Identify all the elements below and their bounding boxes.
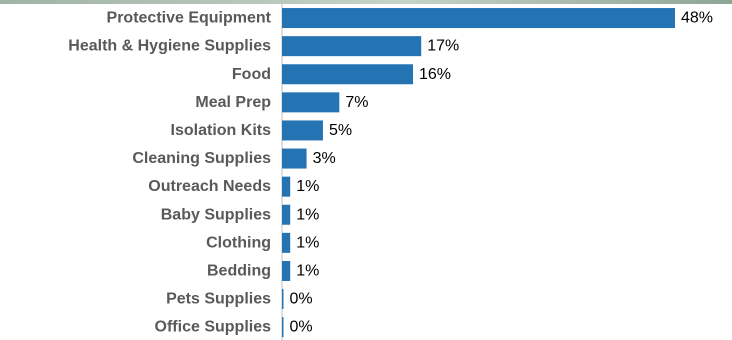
category-label-clothing: Clothing <box>206 234 271 251</box>
bar-health-and-hygiene-supplies <box>282 36 422 57</box>
category-label-health-and-hygiene-supplies: Health & Hygiene Supplies <box>68 38 271 55</box>
value-label-group: 48% 17% 16% 7% 5% 3% 1% 1% 1% 1% 0% 0% <box>290 10 714 336</box>
value-label-office-supplies: 0% <box>290 319 313 336</box>
category-label-meal-prep: Meal Prep <box>195 94 271 111</box>
bar-baby-supplies <box>282 204 291 225</box>
value-label-pets-supplies: 0% <box>290 291 313 308</box>
bar-isolation-kits <box>282 120 323 141</box>
bar-clothing <box>282 232 291 253</box>
value-label-isolation-kits: 5% <box>329 122 352 139</box>
bar-pets-supplies <box>282 289 284 310</box>
value-label-health-and-hygiene-supplies: 17% <box>427 38 459 55</box>
category-label-office-supplies: Office Supplies <box>155 319 272 336</box>
bar-office-supplies <box>282 317 284 338</box>
bar-cleaning-supplies <box>282 148 307 169</box>
category-label-cleaning-supplies: Cleaning Supplies <box>132 150 271 167</box>
bar-food <box>282 64 413 85</box>
bar-meal-prep <box>282 92 340 113</box>
category-label-isolation-kits: Isolation Kits <box>171 122 272 139</box>
category-label-baby-supplies: Baby Supplies <box>161 206 271 223</box>
category-label-group: Protective Equipment Health & Hygiene Sup… <box>68 10 271 336</box>
category-label-food: Food <box>232 66 271 83</box>
top-decorative-strip <box>0 0 732 4</box>
bar-bedding <box>282 260 291 281</box>
value-label-clothing: 1% <box>296 234 319 251</box>
category-label-outreach-needs: Outreach Needs <box>148 178 271 195</box>
value-label-cleaning-supplies: 3% <box>313 150 336 167</box>
bar-outreach-needs <box>282 176 291 197</box>
category-label-pets-supplies: Pets Supplies <box>166 291 271 308</box>
bar-protective-equipment <box>282 8 675 29</box>
value-label-protective-equipment: 48% <box>681 10 713 27</box>
bar-group <box>282 8 675 338</box>
value-label-bedding: 1% <box>296 262 319 279</box>
value-label-baby-supplies: 1% <box>296 206 319 223</box>
category-label-bedding: Bedding <box>207 262 271 279</box>
value-label-meal-prep: 7% <box>345 94 368 111</box>
category-label-protective-equipment: Protective Equipment <box>107 10 272 27</box>
value-label-outreach-needs: 1% <box>296 178 319 195</box>
value-label-food: 16% <box>419 66 451 83</box>
